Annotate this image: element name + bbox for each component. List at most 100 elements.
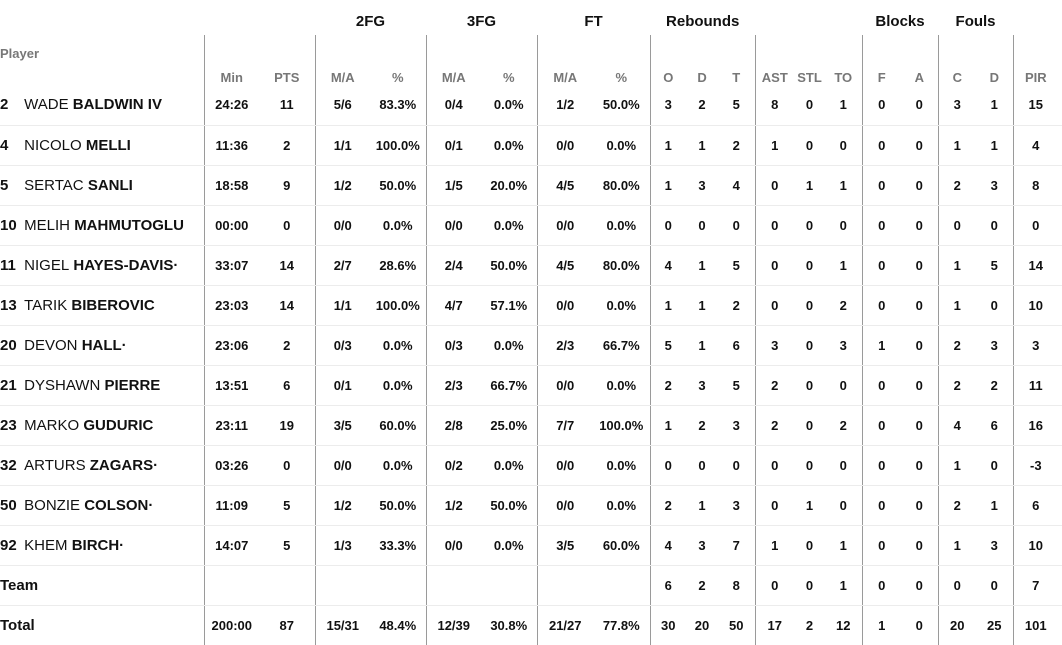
column-header[interactable]: PTS [274,70,300,85]
column-header[interactable]: T [732,70,741,85]
stat-cell: 2 [649,365,687,406]
column-header[interactable]: % [615,70,628,85]
player-last-name[interactable]: HALL· [81,336,127,354]
stat-cell: 0 [794,245,826,286]
stat-cell: 23:11 [203,405,259,446]
stat-cell: 3 [825,325,863,366]
stat-cell: 2 [825,285,863,326]
player-row: 50 BONZIE COLSON· 11:09 5 1/2 50.0% 1/2 50.0% 0… [0,485,1062,526]
column-header[interactable]: O [649,35,687,85]
player-last-name[interactable]: PIERRE [104,376,161,394]
stat-cell: 1/1 [314,125,370,166]
column-header[interactable]: TO [834,70,853,85]
stat-cell: 0 [861,85,902,126]
column-header[interactable]: % [502,70,515,85]
player-last-name[interactable]: GUDURIC [83,416,154,434]
stat-cell: 11:09 [203,485,259,526]
column-header[interactable]: AST [754,35,795,85]
player-first-name[interactable]: NICOLO [24,136,82,154]
player-first-name[interactable]: NIGEL [24,256,70,274]
player-number: 92 [0,536,17,554]
column-header[interactable]: STL [797,70,822,85]
stat-cell: 5 [718,85,756,126]
player-first-name[interactable]: DYSHAWN [24,376,101,394]
stat-cell: 5 [718,245,756,286]
stat-cell: 11 [1012,365,1059,406]
player-last-name[interactable]: MELLI [85,136,131,154]
player-last-name[interactable]: MAHMUTOGLU [74,216,184,234]
player-first-name[interactable]: BONZIE [24,496,81,514]
stat-cell: 0 [861,125,902,166]
stat-cell: 12/39 [425,605,481,645]
player-first-name[interactable]: ARTURS [24,456,86,474]
stat-cell: 80.0% [593,245,651,286]
stat-cell: 80.0% [593,165,651,206]
player-last-name[interactable]: COLSON· [84,496,154,514]
player-first-name[interactable]: SERTAC [24,176,84,194]
player-last-name[interactable]: BIRCH· [71,536,125,554]
plus-minus-cell [1058,485,1062,526]
stat-cell: 25 [987,617,1002,633]
player-name-cell: 2 WADE BALDWIN IV [0,85,204,126]
player-number: 21 [0,376,17,394]
stat-cell: 2/3 [425,365,481,406]
stat-cell: 1/2 [314,485,370,526]
column-header[interactable]: +/- [1058,35,1062,85]
player-first-name[interactable]: DEVON [24,336,78,354]
stat-cell: 0 [901,285,939,326]
stat-cell: 4 [937,405,977,446]
stat-cell: 20.0% [481,165,537,206]
column-header[interactable]: F [861,35,902,85]
player-name-cell: 23 MARKO GUDURIC [0,405,204,446]
column-header[interactable]: C [937,35,977,85]
stat-cell: 0 [794,85,826,126]
column-header[interactable]: % [391,70,404,85]
stat-cell: 0.0% [481,125,537,166]
player-first-name[interactable]: MELIH [24,216,71,234]
player-number: 23 [0,416,17,434]
row-label: Team [0,576,39,594]
player-last-name[interactable]: BIBEROVIC [71,296,155,314]
player-last-name[interactable]: BALDWIN IV [72,96,162,114]
column-header[interactable]: M/A [425,35,481,85]
column-header[interactable]: A [914,70,924,85]
player-first-name[interactable]: WADE [24,96,69,114]
column-header[interactable]: D [989,70,999,85]
player-last-name[interactable]: SANLI [87,176,133,194]
stat-cell: 1/5 [425,165,481,206]
player-last-name[interactable]: ZAGARS· [89,456,159,474]
stat-cell: 77.8% [602,617,640,633]
stat-cell: 1 [794,165,826,206]
stat-cell: 3/5 [536,525,593,566]
column-header[interactable]: PIR [1012,35,1059,85]
column-header[interactable]: Min [203,35,259,85]
stat-cell: 0/0 [536,205,593,246]
stat-cell: 100.0% [593,405,651,446]
stat-cell: 2/7 [314,245,370,286]
player-first-name[interactable]: TARIK [24,296,68,314]
stat-cell: 4 [1012,125,1059,166]
player-last-name[interactable]: HAYES-DAVIS· [73,256,179,274]
stat-cell: 10 [1012,285,1059,326]
stat-cell: 0 [825,125,863,166]
stat-cell: 03:26 [203,445,259,486]
stat-cell: 18:58 [203,165,259,206]
stat-cell [259,565,315,606]
stat-cell: 11:36 [203,125,259,166]
player-number: 32 [0,456,17,474]
stat-cell: 0/3 [314,325,370,366]
stat-cell: 14 [1012,245,1059,286]
player-first-name[interactable]: KHEM [24,536,68,554]
stat-cell [481,565,537,606]
player-name-cell: 50 BONZIE COLSON· [0,485,204,526]
stat-cell: 30 [649,605,687,645]
column-header[interactable]: D [697,70,707,85]
column-header[interactable]: M/A [314,35,370,85]
stat-cell: 5 [259,525,315,566]
stat-cell: 1 [686,485,719,526]
player-first-name[interactable]: MARKO [24,416,80,434]
player-number: 11 [0,256,16,274]
player-name-cell: 20 DEVON HALL· [0,325,204,366]
stat-cell: 100.0% [370,125,426,166]
column-header[interactable]: M/A [536,35,593,85]
